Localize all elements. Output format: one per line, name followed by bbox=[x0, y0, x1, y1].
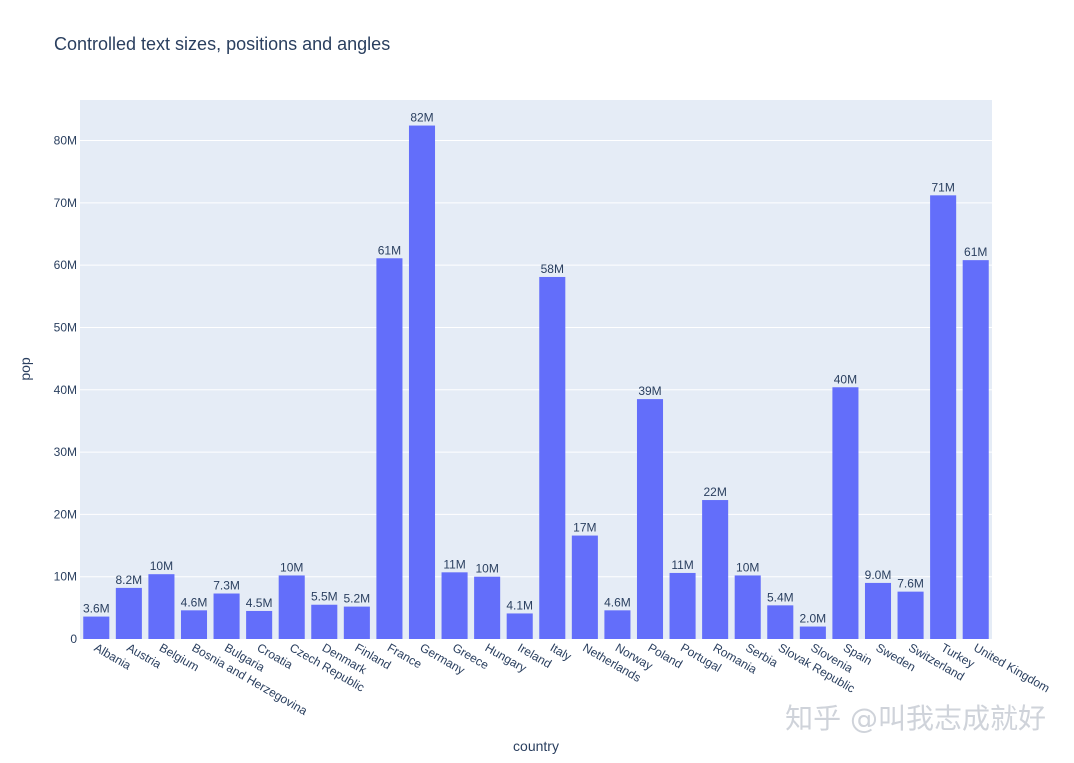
y-tick-label: 30M bbox=[54, 445, 77, 459]
y-tick-label: 0 bbox=[70, 632, 77, 646]
bar bbox=[702, 500, 729, 639]
watermark-text: 知乎 @叫我志成就好 bbox=[785, 702, 1046, 735]
y-axis-title: pop bbox=[17, 357, 33, 381]
bar bbox=[962, 260, 989, 639]
bar-data-label: 8.2M bbox=[116, 573, 143, 587]
y-tick-label: 70M bbox=[54, 196, 77, 210]
bar-data-label: 22M bbox=[703, 485, 726, 499]
bar-data-label: 10M bbox=[475, 562, 498, 576]
grid-lines bbox=[80, 140, 992, 578]
bar bbox=[311, 604, 338, 639]
bar-data-label: 4.1M bbox=[506, 598, 533, 612]
bar-data-label: 40M bbox=[834, 372, 857, 386]
bar-labels: 3.6M 8.2M 10M 4.6M 7.3M 4.5M 10M 5.5M 5.2M 61M 82M… bbox=[83, 111, 987, 626]
bar-data-label: 39M bbox=[638, 384, 661, 398]
y-tick-label: 40M bbox=[54, 383, 77, 397]
bar bbox=[571, 535, 598, 639]
bar-data-label: 3.6M bbox=[83, 602, 110, 616]
bar bbox=[799, 626, 826, 639]
bar-data-label: 10M bbox=[736, 560, 759, 574]
x-tick-label: Austria bbox=[124, 640, 164, 671]
bar-data-label: 82M bbox=[410, 111, 433, 125]
bar bbox=[83, 616, 110, 639]
bar bbox=[734, 575, 761, 639]
bar-data-label: 5.2M bbox=[344, 592, 371, 606]
bar bbox=[604, 610, 631, 639]
bar bbox=[343, 606, 370, 639]
bar bbox=[864, 582, 892, 639]
y-axis-ticks: 0 10M 20M 30M 40M 50M 60M 70M 80M bbox=[54, 134, 78, 646]
bar-data-label: 61M bbox=[378, 243, 401, 257]
bar-data-label: 61M bbox=[964, 245, 987, 259]
bar-data-label: 17M bbox=[573, 521, 596, 535]
y-tick-label: 10M bbox=[54, 570, 77, 584]
bar bbox=[506, 613, 533, 639]
y-tick-label: 20M bbox=[54, 507, 77, 521]
x-tick-label: United Kingdom bbox=[971, 640, 1052, 695]
bar bbox=[278, 575, 305, 639]
x-tick-label: France bbox=[385, 640, 425, 671]
bar bbox=[180, 610, 208, 639]
bar bbox=[767, 605, 794, 639]
bar-data-label: 10M bbox=[150, 559, 173, 573]
bar bbox=[832, 387, 859, 639]
bar-data-label: 9.0M bbox=[865, 568, 892, 582]
bar-data-label: 71M bbox=[931, 180, 954, 194]
bar-data-label: 4.6M bbox=[604, 595, 631, 609]
bar-data-label: 10M bbox=[280, 560, 303, 574]
bar-data-label: 11M bbox=[671, 558, 693, 572]
bar-data-label: 7.3M bbox=[213, 579, 240, 593]
chart-title: Controlled text sizes, positions and ang… bbox=[54, 34, 390, 54]
bar-data-label: 58M bbox=[541, 262, 564, 276]
bar-data-label: 4.5M bbox=[246, 596, 273, 610]
bar bbox=[376, 258, 403, 639]
bar bbox=[213, 593, 240, 639]
bar bbox=[636, 399, 664, 639]
bar-data-label: 11M bbox=[443, 557, 465, 571]
bar bbox=[115, 587, 142, 639]
bars bbox=[83, 125, 989, 639]
y-tick-label: 50M bbox=[54, 320, 77, 334]
bar-data-label: 5.5M bbox=[311, 590, 338, 604]
bar-data-label: 4.6M bbox=[181, 595, 208, 609]
bar bbox=[148, 574, 175, 639]
bar-data-label: 7.6M bbox=[897, 577, 924, 591]
x-axis-title: country bbox=[513, 738, 559, 754]
bar bbox=[474, 576, 501, 639]
bar bbox=[246, 610, 273, 639]
bar bbox=[441, 572, 468, 639]
y-tick-label: 60M bbox=[54, 258, 77, 272]
y-tick-label: 80M bbox=[54, 134, 77, 148]
bar-data-label: 5.4M bbox=[767, 590, 794, 604]
bar bbox=[408, 125, 436, 639]
bar bbox=[897, 591, 924, 639]
bar bbox=[930, 195, 957, 639]
bar-data-label: 2.0M bbox=[800, 612, 827, 626]
bar bbox=[539, 276, 566, 639]
bar bbox=[669, 572, 696, 639]
